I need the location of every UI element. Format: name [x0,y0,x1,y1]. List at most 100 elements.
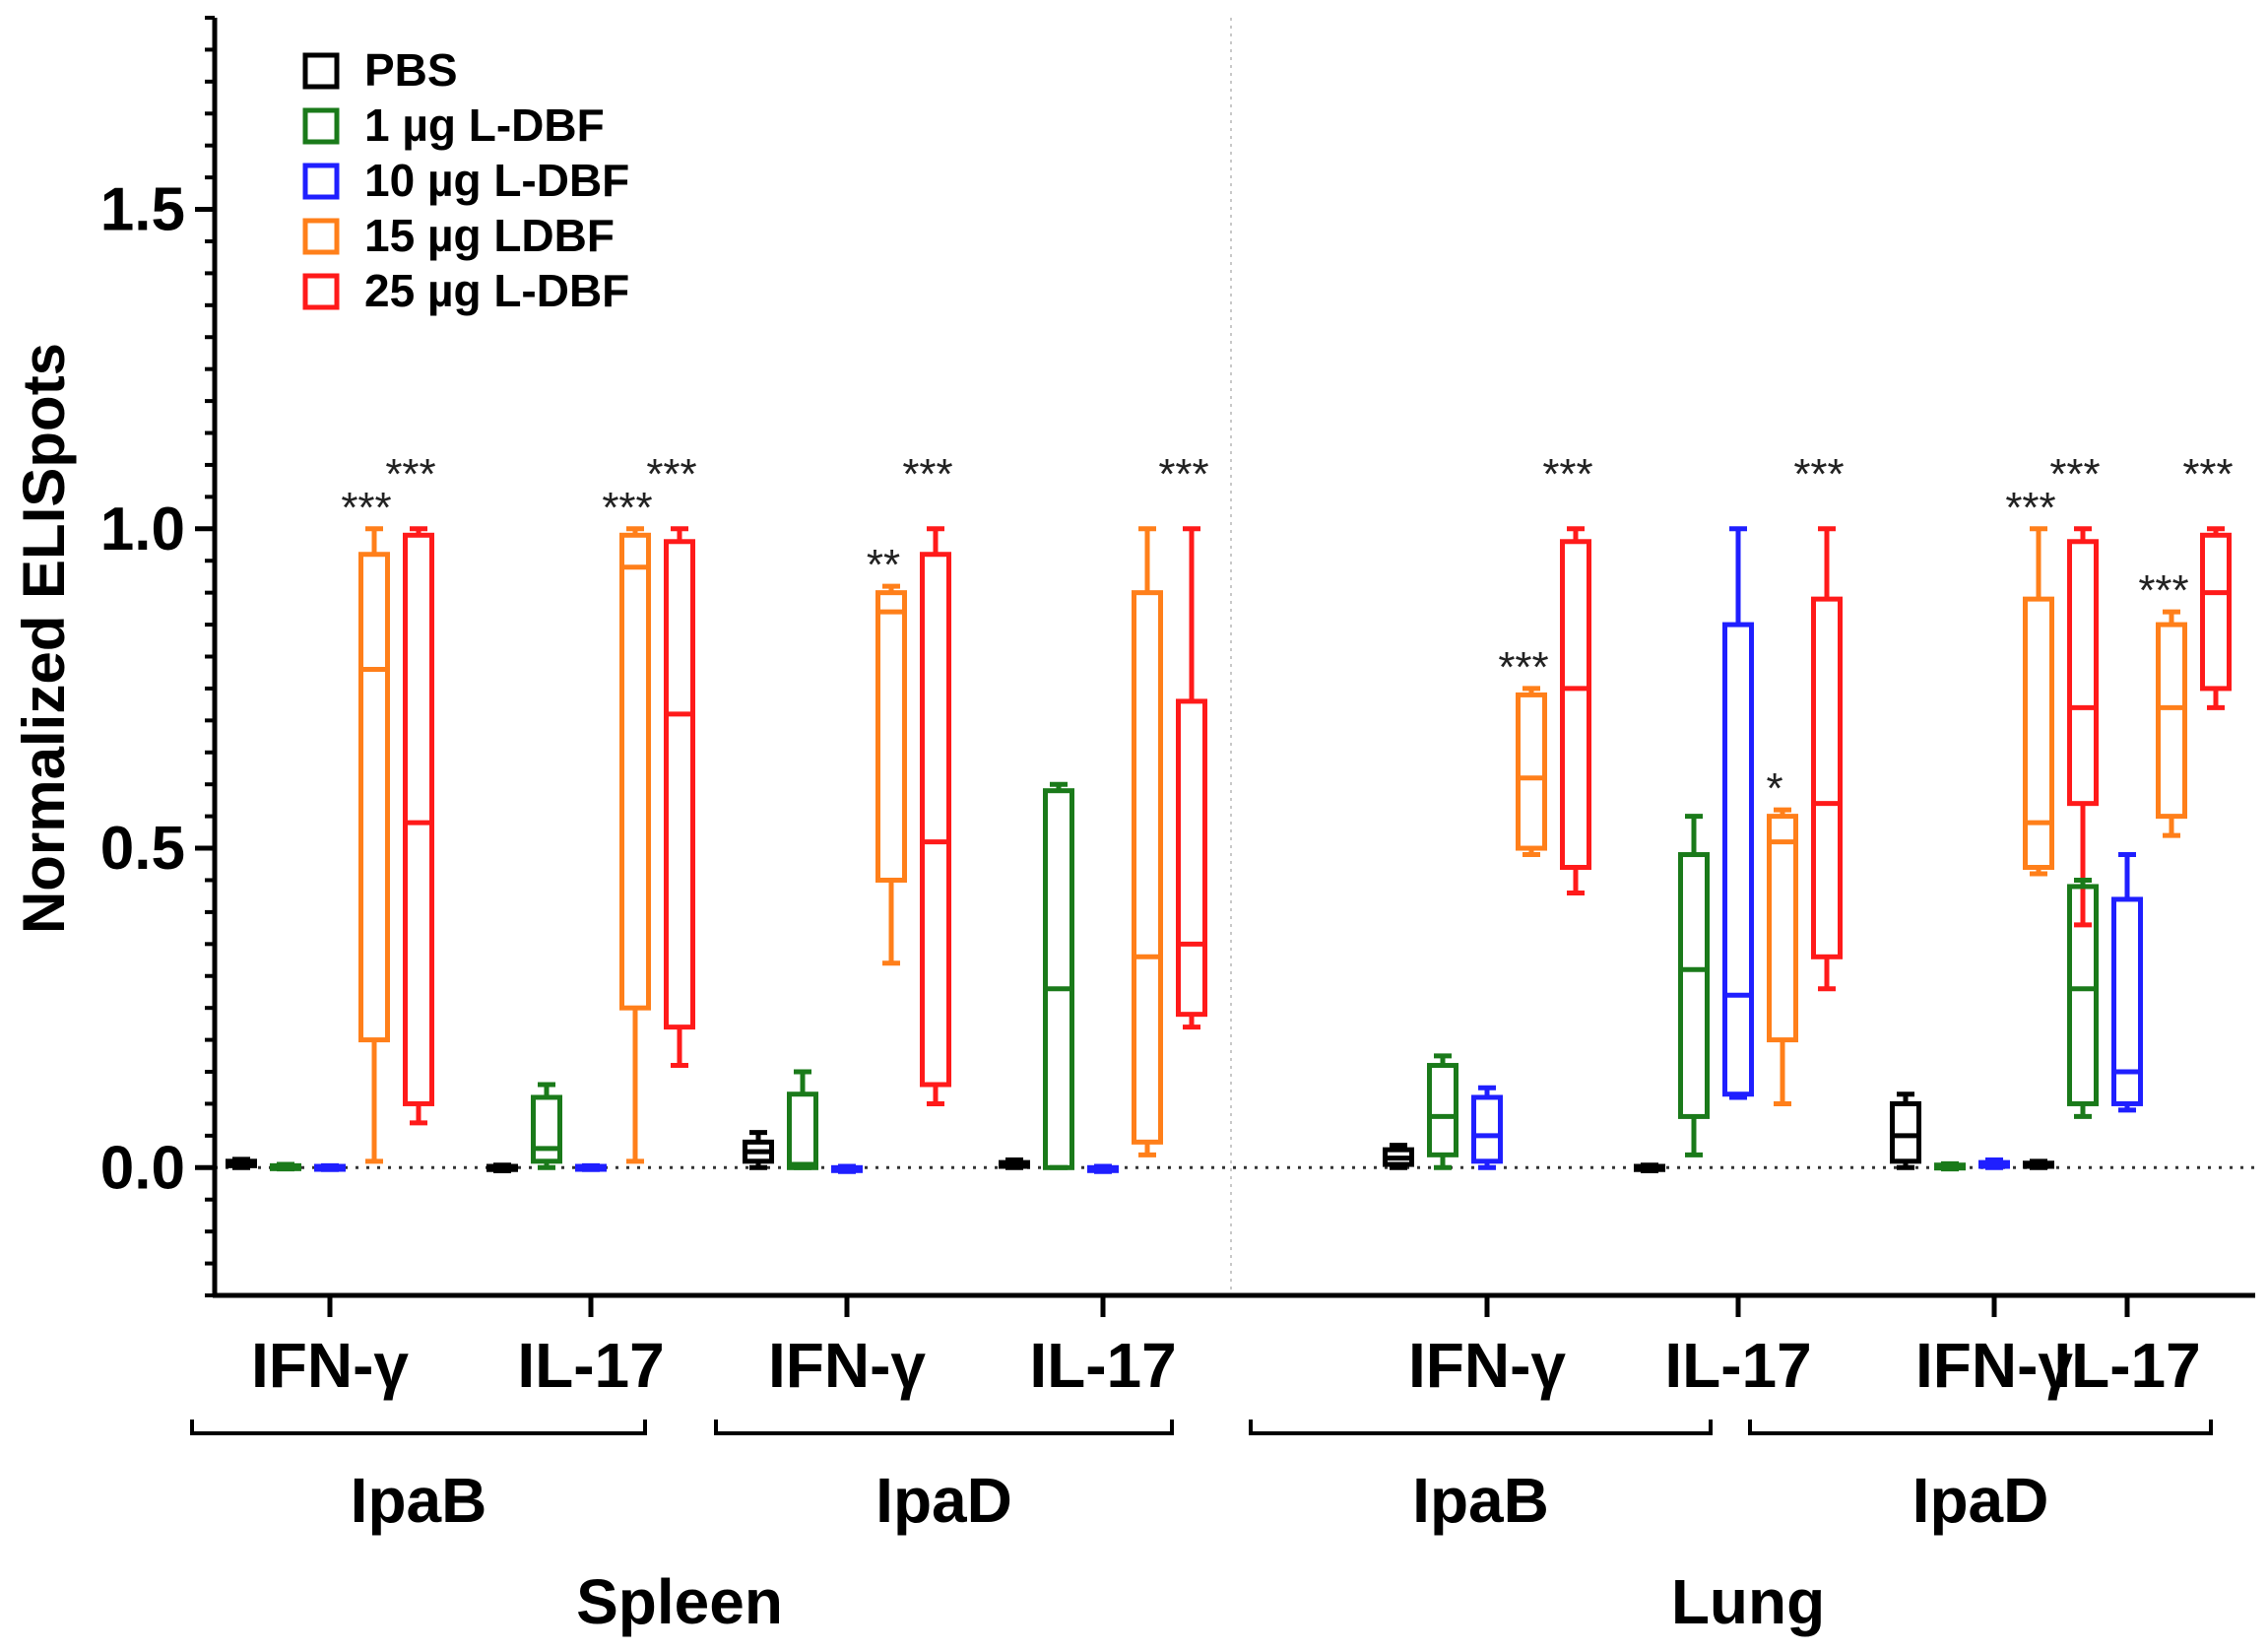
box-plot [1678,814,1710,1157]
legend-label: 25 µg L-DBF [364,265,629,316]
significance-label: *** [385,450,435,498]
significance-label: *** [602,484,652,532]
antigen-bracket [714,1420,1174,1435]
box-plot [486,1162,518,1174]
box-plot [1767,807,1798,1106]
box-plot [1811,526,1843,992]
legend-swatch [302,218,340,255]
box-iqr [920,552,951,1088]
box-plot [1427,1053,1458,1170]
box-iqr [1767,814,1798,1043]
legend-label: 15 µg LDBF [364,210,615,261]
antigen-label: IpaD [1912,1465,2049,1536]
significance-label: *** [2049,450,2100,498]
box-plot [831,1163,863,1174]
legend-label: PBS [364,44,458,96]
significance-label: *** [646,450,696,498]
legend-swatch [302,163,340,200]
box-plot [1890,1091,1921,1170]
box-plot [270,1161,301,1172]
box-plot [999,1157,1030,1170]
x-category-label: IFN-γ [1915,1330,2073,1401]
box-plot [226,1156,257,1170]
boxes-layer [226,526,2232,1174]
x-category-label: IFN-γ [1408,1330,1566,1401]
box-plot [2111,852,2143,1113]
legend-label: 10 µg L-DBF [364,155,629,206]
box-iqr [531,1094,562,1164]
x-category-label: IL-17 [1029,1330,1176,1401]
box-iqr [2067,884,2099,1106]
box-iqr [1811,596,1843,959]
box-plot [1471,1085,1503,1170]
box-plot [1634,1162,1665,1174]
box-plot [2067,877,2099,1119]
box-plot [1087,1163,1119,1174]
box-plot [1516,686,1547,858]
significance-label: *** [1793,450,1844,498]
box-plot [619,526,651,1164]
box-plot [875,583,907,966]
box-iqr [875,590,907,883]
x-category-label: IFN-γ [251,1330,409,1401]
box-iqr [1132,590,1163,1145]
box-plot [1043,781,1074,1170]
antigen-bracket [1249,1420,1713,1435]
box-iqr [1427,1063,1458,1157]
box-iqr [1471,1094,1503,1164]
y-tick-label: 1.0 [100,496,185,563]
significance-label: *** [2138,566,2188,615]
box-iqr [619,532,651,1011]
box-plot [2156,609,2187,838]
box-iqr [1722,622,1754,1097]
box-iqr [358,552,390,1043]
box-iqr [2200,532,2232,692]
box-plot [1978,1157,2010,1170]
box-plot [1560,526,1591,895]
box-plot [403,526,434,1126]
box-plot [1176,526,1207,1030]
box-plot [920,526,951,1106]
box-iqr [787,1091,818,1170]
significance-label: *** [902,450,952,498]
x-category-label: IFN-γ [768,1330,926,1401]
box-plot [531,1082,562,1170]
legend-swatch [302,273,340,310]
box-plot [2023,1158,2054,1170]
box-iqr [2156,622,2187,820]
box-iqr [1678,852,1710,1119]
box-plot [1934,1160,1966,1172]
significance-label: ** [867,541,900,589]
significance-label: *** [1542,450,1592,498]
labels-layer: IFN-γ******IL-17******IpaBIFN-γ*****IL-1… [190,450,2234,1637]
box-plot [2023,526,2054,877]
box-iqr [1890,1100,1921,1164]
y-tick-label: 1.5 [100,176,185,244]
grid-layer [215,18,2255,1295]
y-axis-title: Normalized ELISpots [11,343,77,934]
antigen-bracket [190,1420,647,1435]
box-iqr [1560,539,1591,871]
axes-layer: 0.0 0.5 1.0 1.5 Normalized ELISpots [11,16,2255,1317]
organ-label: Spleen [576,1566,783,1637]
box-plot [358,526,390,1164]
box-plot [743,1130,774,1170]
legend-label: 1 µg L-DBF [364,99,605,151]
box-iqr [2111,896,2143,1106]
antigen-label: IpaB [1412,1465,1549,1536]
legend-swatch [302,52,340,90]
antigen-bracket [1748,1420,2213,1435]
significance-label: *** [1498,643,1548,692]
box-plot [787,1069,818,1170]
y-tick-label: 0.5 [100,815,185,883]
box-plot [575,1162,607,1172]
significance-label: * [1766,764,1782,813]
legend-swatch [302,107,340,145]
box-iqr [1176,698,1207,1018]
x-category-label: IL-17 [1664,1330,1811,1401]
box-plot [314,1162,346,1172]
box-plot [1132,526,1163,1157]
box-plot [2200,526,2232,710]
box-plot [1383,1143,1414,1170]
